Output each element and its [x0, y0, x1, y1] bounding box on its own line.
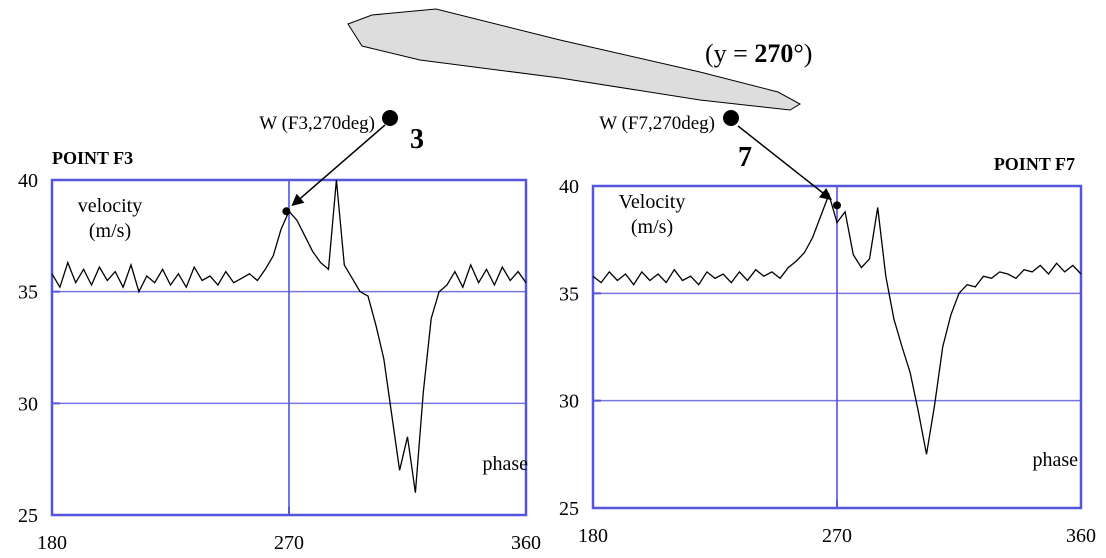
y-tick-label: 40 — [18, 170, 38, 192]
x-axis-label: phase — [1032, 449, 1078, 471]
figure-label-part: (y = — [705, 39, 754, 68]
annotation-number: 7 — [738, 142, 752, 173]
marker-dot — [282, 207, 291, 216]
figure-label-part: °) — [793, 39, 812, 68]
annotation-dot — [723, 110, 739, 126]
marker-dot — [833, 201, 841, 210]
y-axis-label: velocity — [78, 195, 142, 217]
annotation-arrow — [291, 124, 386, 207]
y-axis-label: (m/s) — [631, 216, 673, 238]
x-tick-label: 270 — [822, 525, 852, 547]
y-tick-label: 25 — [18, 505, 38, 527]
y-tick-label: 40 — [559, 176, 579, 198]
chart-title: POINT F3 — [52, 148, 133, 168]
y-tick-label: 30 — [18, 393, 38, 415]
airfoil — [347, 8, 802, 111]
x-tick-label: 360 — [1066, 525, 1096, 547]
x-tick-label: 360 — [511, 532, 541, 554]
annotation-number: 3 — [410, 124, 424, 155]
y-tick-label: 35 — [559, 283, 579, 305]
chart-title: POINT F7 — [994, 154, 1075, 174]
y-axis-label: (m/s) — [89, 220, 131, 242]
y-tick-label: 35 — [18, 282, 38, 304]
x-axis-label: phase — [482, 453, 528, 475]
data-line — [592, 192, 1082, 455]
x-tick-label: 270 — [274, 532, 304, 554]
y-tick-label: 30 — [559, 391, 579, 413]
y-tick-label: 25 — [559, 498, 579, 520]
annotation-label: W (F7,270deg) — [599, 113, 715, 134]
x-tick-label: 180 — [578, 525, 608, 547]
annotation-dot — [382, 110, 398, 126]
x-tick-label: 180 — [37, 532, 67, 554]
annotation-arrow — [737, 125, 832, 201]
y-axis-label: Velocity — [619, 191, 686, 213]
figure-label: (y = 270°) — [705, 39, 812, 68]
figure-label-part: 270 — [754, 39, 793, 68]
annotation-label: W (F3,270deg) — [259, 113, 375, 134]
